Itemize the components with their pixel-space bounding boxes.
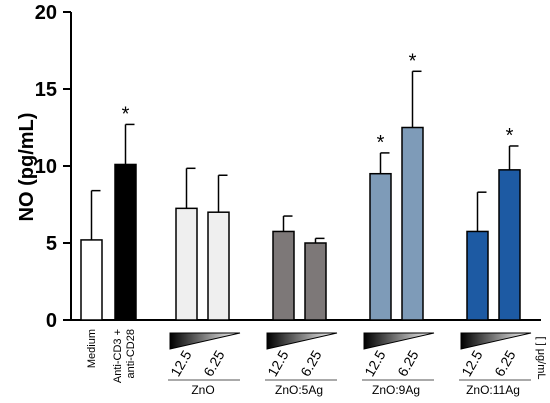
group-label-1: ZnO:5Ag [275,383,323,397]
conc-label-3-0: 12.5 [458,347,486,379]
conc-label-0-1: 6.25 [200,347,228,379]
y-tick-label-2: 10 [35,156,57,178]
y-axis: 0 5 10 15 20 [35,2,72,332]
y-tick-label-0: 0 [46,310,57,332]
bar-3 [207,211,230,321]
bar-7 [401,126,424,321]
unit-label: [ ] μg/mL [535,336,547,379]
x-label-anti-cd28: anti-CD28 [125,329,137,379]
y-tick-label-4: 20 [35,2,57,24]
conc-label-2-0: 12.5 [361,347,389,379]
bar-9 [498,169,521,321]
bar-6 [369,172,392,321]
wedge-2 [363,332,435,350]
y-axis-label: NO (pg/mL) [16,113,38,222]
wedge-0 [169,332,241,350]
wedge-1 [266,332,338,350]
wedge-3 [460,332,532,350]
group-label-0: ZnO [191,383,214,397]
concentration-labels: 12.5 6.25 12.5 6.25 12.5 6.25 12.5 6.25 [167,347,519,379]
x-label-anti-cd3: Anti-CD3 + [112,329,124,383]
conc-label-1-0: 12.5 [264,347,292,379]
x-label-medium: Medium [86,329,98,368]
significance-marker-7: * [409,50,417,72]
y-tick-label-1: 5 [46,233,57,255]
significance-marker-1: * [122,103,130,125]
conc-label-1-1: 6.25 [297,347,325,379]
bar-5 [304,242,327,321]
bar-2 [175,207,198,321]
conc-label-2-1: 6.25 [394,347,422,379]
conc-label-3-1: 6.25 [491,347,519,379]
bar-series: * * * * [80,50,521,321]
group-label-2: ZnO:9Ag [372,383,420,397]
significance-marker-6: * [377,132,385,154]
group-labels: ZnO ZnO:5Ag ZnO:9Ag ZnO:11Ag [168,379,531,397]
bar-0 [80,239,103,321]
conc-label-0-0: 12.5 [167,347,195,379]
bar-4 [272,230,295,321]
bar-8 [466,230,489,321]
concentration-wedges [169,332,532,350]
significance-marker-9: * [506,125,514,147]
bar-1 [114,163,137,321]
y-tick-label-3: 15 [35,79,57,101]
group-label-3: ZnO:11Ag [466,383,520,397]
